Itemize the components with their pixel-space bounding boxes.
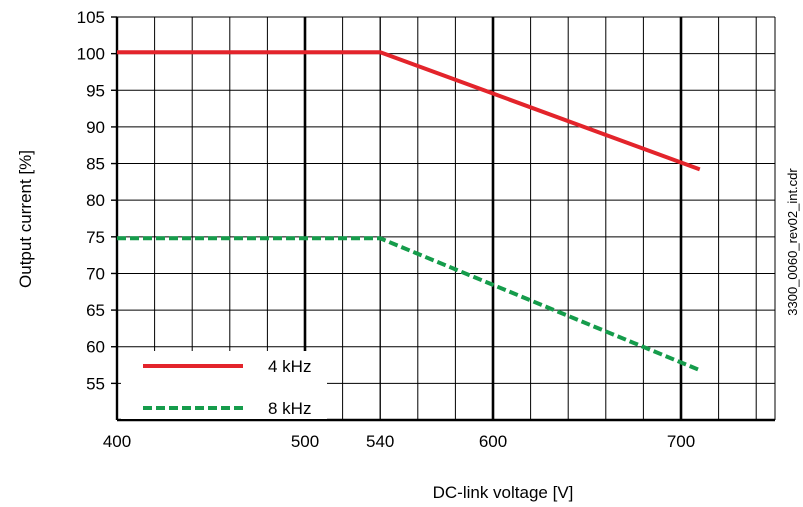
y-tick-label: 105 xyxy=(77,8,105,27)
y-tick-label: 75 xyxy=(86,228,105,247)
series-line-1 xyxy=(117,50,701,172)
x-tick-label: 600 xyxy=(479,432,507,451)
x-tick-labels: 400 500 540 600 700 xyxy=(103,432,695,451)
x-tick-label: 700 xyxy=(667,432,695,451)
minor-grid xyxy=(117,17,775,420)
y-tick-label: 100 xyxy=(77,45,105,64)
y-tick-label: 90 xyxy=(86,118,105,137)
y-tick-label: 80 xyxy=(86,191,105,210)
x-axis-title: DC-link voltage [V] xyxy=(433,483,574,502)
x-tick-label: 400 xyxy=(103,432,131,451)
legend-label-1: 4 kHz xyxy=(268,357,311,376)
series-layer xyxy=(117,50,701,373)
y-tick-label: 95 xyxy=(86,81,105,100)
y-tick-label: 55 xyxy=(86,374,105,393)
y-tick-label: 60 xyxy=(86,338,105,357)
x-tick-label: 500 xyxy=(291,432,319,451)
x-tick-label: 540 xyxy=(366,432,394,451)
y-tick-label: 85 xyxy=(86,155,105,174)
y-axis-title: Output current [%] xyxy=(16,150,35,288)
drawing-reference: 3300_0060_rev02_int.cdr xyxy=(785,168,800,316)
y-tick-label: 65 xyxy=(86,301,105,320)
plot-frame xyxy=(111,16,776,422)
legend: 4 kHz 8 kHz xyxy=(121,351,327,419)
series-line-2 xyxy=(117,236,701,373)
y-tick-label: 70 xyxy=(86,264,105,283)
y-tick-labels: 55 60 65 70 75 80 85 90 95 100 105 xyxy=(77,8,105,393)
major-grid xyxy=(303,17,683,420)
legend-label-2: 8 kHz xyxy=(268,399,311,418)
